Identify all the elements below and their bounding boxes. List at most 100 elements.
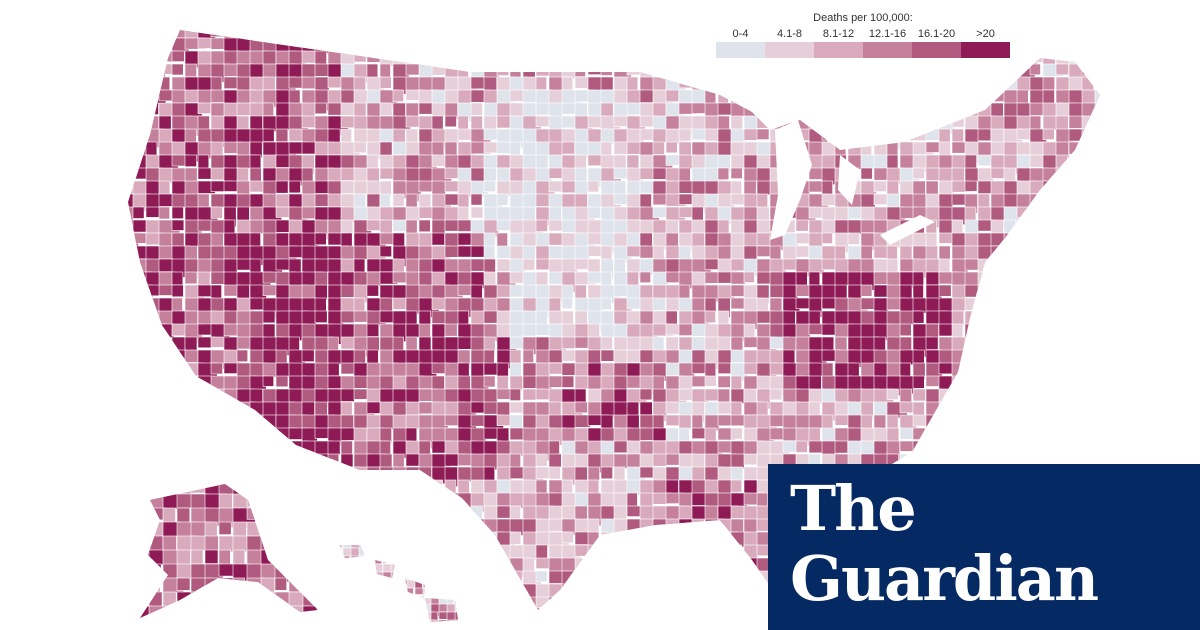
county-cell: [990, 336, 1003, 357]
county-cell: [301, 30, 314, 39]
county-cell: [249, 427, 262, 449]
county-cell: [158, 388, 173, 405]
county-cell: [132, 401, 146, 422]
county-cell: [431, 349, 446, 366]
county-cell: [1108, 181, 1123, 192]
county-cell: [1042, 284, 1064, 301]
county-cell: [379, 76, 392, 89]
county-cell: [1108, 285, 1119, 296]
county-cell: [374, 611, 388, 622]
county-cell: [561, 102, 576, 115]
county-cell: [262, 414, 277, 430]
county-cell: [184, 466, 202, 488]
county-cell: [340, 609, 362, 610]
county-cell: [444, 37, 462, 52]
county-cell: [314, 206, 330, 221]
county-cell: [678, 50, 695, 63]
county-cell: [135, 620, 155, 630]
county-cell: [382, 547, 394, 558]
county-cell: [288, 544, 304, 565]
county-cell: [390, 579, 401, 592]
county-cell: [899, 89, 921, 103]
county-cell: [446, 545, 458, 553]
county-cell: [704, 128, 720, 142]
county-cell: [1108, 77, 1120, 97]
county-cell: [454, 611, 458, 622]
county-cell: [743, 427, 758, 442]
county-cell: [197, 440, 212, 454]
county-cell: [340, 102, 357, 116]
county-cell: [964, 89, 980, 105]
county-cell: [886, 115, 906, 134]
county-cell: [128, 284, 136, 306]
county-cell: [1108, 38, 1129, 56]
county-cell: [990, 76, 1009, 93]
county-cell: [342, 571, 354, 582]
county-cell: [496, 50, 511, 71]
county-cell: [522, 258, 535, 271]
county-cell: [223, 323, 239, 337]
county-cell: [366, 492, 383, 510]
county-cell: [483, 609, 500, 610]
county-cell: [145, 388, 162, 405]
county-cell: [678, 518, 694, 538]
county-cell: [639, 37, 658, 58]
county-cell: [1068, 245, 1084, 267]
county-cell: [509, 531, 522, 545]
county-cell: [422, 579, 431, 589]
county-cell: [249, 180, 265, 193]
county-cell: [184, 154, 197, 167]
county-cell: [288, 466, 301, 487]
county-cell: [418, 505, 440, 520]
county-cell: [509, 37, 531, 51]
county-cell: [327, 466, 345, 484]
legend-label: 8.1-12: [822, 28, 855, 40]
county-cell: [197, 193, 210, 209]
county-cell: [808, 271, 821, 286]
county-cell: [184, 453, 200, 469]
county-cell: [398, 603, 408, 616]
county-cell: [340, 557, 359, 578]
county-cell: [1003, 310, 1025, 331]
county-cell: [382, 611, 391, 622]
county-cell: [249, 609, 268, 610]
county-cell: [1068, 37, 1083, 58]
county-cell: [626, 414, 640, 430]
county-cell: [977, 349, 993, 366]
county-cell: [717, 570, 736, 584]
county-cell: [1081, 349, 1098, 370]
county-cell: [457, 30, 473, 40]
county-cell: [717, 63, 733, 80]
county-cell: [210, 206, 223, 219]
legend-label: 4.1-8: [776, 28, 803, 40]
county-cell: [366, 401, 383, 414]
county-cell: [223, 609, 244, 610]
county-cell: [1068, 219, 1083, 238]
county-cell: [899, 115, 917, 136]
county-cell: [210, 440, 229, 457]
county-cell: [446, 579, 458, 588]
county-cell: [382, 595, 395, 605]
county-cell: [366, 596, 381, 610]
county-cell: [652, 141, 665, 155]
county-cell: [899, 102, 920, 123]
county-cell: [652, 557, 673, 580]
county-cell: [246, 521, 263, 538]
county-cell: [665, 297, 681, 311]
county-cell: [398, 611, 411, 622]
county-cell: [730, 596, 749, 610]
county-cell: [223, 336, 240, 351]
county-cell: [717, 414, 732, 427]
county-cell: [438, 547, 450, 561]
county-cell: [730, 76, 748, 95]
county-cell: [1068, 271, 1084, 287]
county-cell: [132, 102, 151, 120]
county-cell: [1029, 297, 1047, 319]
county-cell: [964, 375, 980, 396]
county-cell: [327, 557, 344, 576]
county-cell: [548, 609, 567, 610]
county-cell: [340, 180, 355, 194]
county-cell: [316, 563, 318, 583]
county-cell: [406, 603, 418, 613]
county-cell: [288, 563, 304, 584]
